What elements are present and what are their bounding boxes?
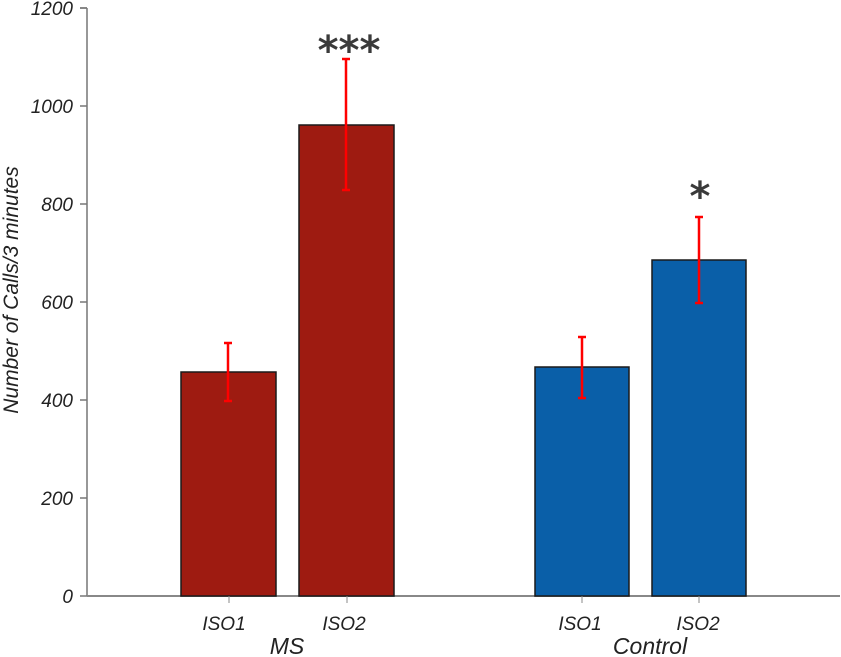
error-bar-ms-iso1 [224, 341, 232, 403]
y-ticks [80, 7, 87, 597]
y-tick-labels: 0 200 400 600 800 1000 1200 [31, 0, 74, 608]
svg-text:800: 800 [41, 195, 73, 216]
svg-text:1200: 1200 [31, 0, 74, 20]
group-label-ms: MS [270, 633, 305, 657]
x-group-labels: MS Control [270, 633, 688, 657]
error-bars [224, 57, 703, 403]
x-ticks [228, 596, 700, 603]
bar-ms-iso2 [298, 124, 395, 597]
x-category-labels: ISO1 ISO2 ISO1 ISO2 [202, 614, 720, 635]
significance-ms-iso2: *** [318, 28, 381, 74]
svg-text:400: 400 [41, 391, 73, 412]
error-bar-control-iso2 [695, 215, 703, 305]
svg-text:600: 600 [41, 293, 73, 314]
bars [180, 124, 747, 597]
y-axis-title: Number of Calls/3 minutes [0, 166, 23, 414]
svg-text:1000: 1000 [31, 97, 74, 118]
svg-text:200: 200 [40, 489, 73, 510]
svg-text:ISO1: ISO1 [202, 614, 245, 635]
bar-ms-iso1 [180, 371, 277, 597]
error-bar-ms-iso2 [342, 57, 350, 192]
bar-control-iso1 [534, 366, 630, 597]
svg-text:ISO2: ISO2 [676, 614, 720, 635]
group-label-control: Control [613, 633, 688, 657]
svg-text:ISO1: ISO1 [558, 614, 601, 635]
error-bar-control-iso1 [578, 335, 586, 400]
significance-control-iso2: * [690, 174, 711, 220]
svg-text:ISO2: ISO2 [322, 614, 366, 635]
bar-control-iso2 [651, 259, 747, 597]
svg-text:0: 0 [62, 587, 73, 608]
